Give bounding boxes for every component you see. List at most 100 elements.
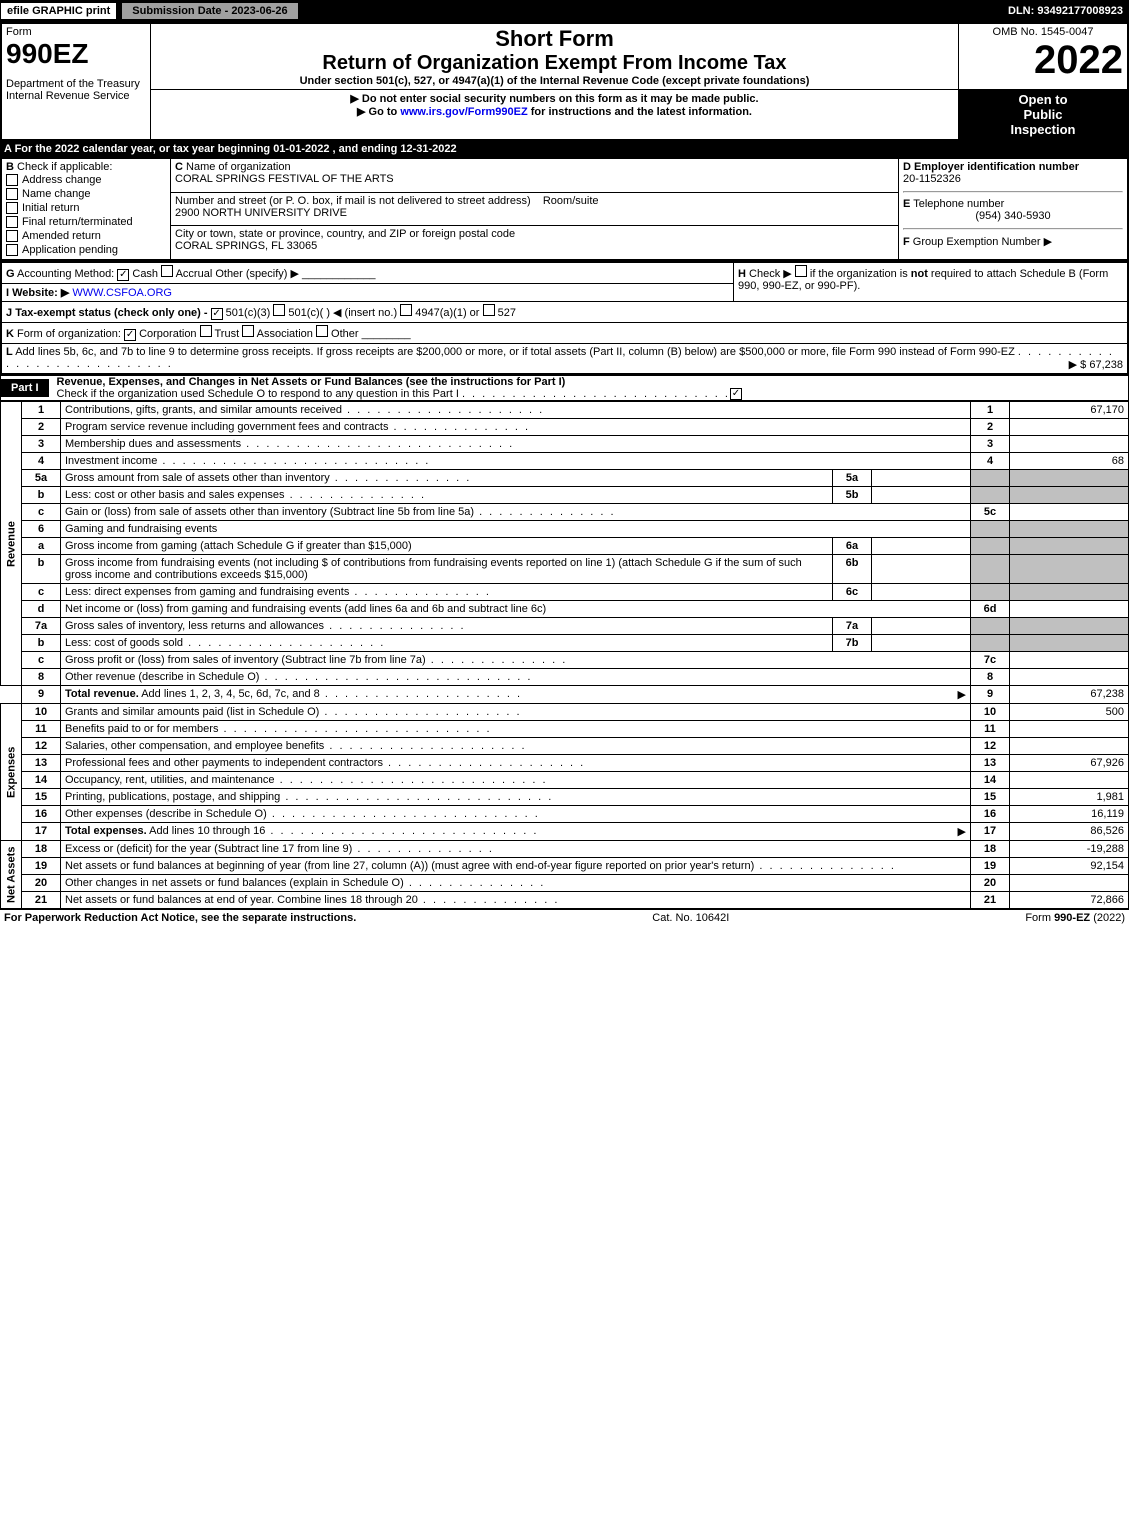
section-l-label: L <box>6 346 13 358</box>
line-6d-val <box>1010 601 1129 618</box>
goto-link[interactable]: ▶ Go to www.irs.gov/Form990EZ for instru… <box>155 105 954 118</box>
line-5a-gray2 <box>1010 470 1129 487</box>
line-20-val <box>1010 875 1129 892</box>
footer: For Paperwork Reduction Act Notice, see … <box>0 909 1129 926</box>
line-15-val: 1,981 <box>1010 789 1129 806</box>
dln-label: DLN: 93492177008923 <box>1008 5 1129 17</box>
cb-association[interactable] <box>242 325 254 337</box>
line-17-num: 17 <box>22 823 61 841</box>
cb-name-change[interactable]: Name change <box>6 187 166 201</box>
line-1-rn: 1 <box>971 402 1010 419</box>
line-5a-gray <box>971 470 1010 487</box>
form-number: 990EZ <box>6 38 146 70</box>
line-9-num: 9 <box>22 686 61 704</box>
line-10-val: 500 <box>1010 704 1129 721</box>
line-6b-num: b <box>22 555 61 584</box>
line-6c-sv <box>872 584 971 601</box>
top-bar: efile GRAPHIC print Submission Date - 20… <box>0 0 1129 22</box>
cb-cash[interactable] <box>117 269 129 281</box>
meta-block: G Accounting Method: Cash Accrual Other … <box>0 261 1129 375</box>
section-a: A For the 2022 calendar year, or tax yea… <box>0 141 1129 157</box>
submission-date: Submission Date - 2023-06-26 <box>121 2 298 20</box>
line-5c-desc: Gain or (loss) from sale of assets other… <box>65 506 474 518</box>
line-17-desc: Total expenses. <box>65 825 147 837</box>
line-6c-sn: 6c <box>833 584 872 601</box>
line-6c-gray2 <box>1010 584 1129 601</box>
cb-accrual[interactable] <box>161 265 173 277</box>
line-5c-rn: 5c <box>971 504 1010 521</box>
line-14-val <box>1010 772 1129 789</box>
line-5c-val <box>1010 504 1129 521</box>
expenses-label: Expenses <box>1 704 22 841</box>
line-6-gray2 <box>1010 521 1129 538</box>
line-15-num: 15 <box>22 789 61 806</box>
line-8-desc: Other revenue (describe in Schedule O) <box>65 671 259 683</box>
line-1-val: 67,170 <box>1010 402 1129 419</box>
section-d-label: D <box>903 161 911 173</box>
line-14-desc: Occupancy, rent, utilities, and maintena… <box>65 774 275 786</box>
cb-corporation[interactable] <box>124 329 136 341</box>
irs-link[interactable]: www.irs.gov/Form990EZ <box>400 106 527 118</box>
line-11-desc: Benefits paid to or for members <box>65 723 218 735</box>
line-20-desc: Other changes in net assets or fund bala… <box>65 877 404 889</box>
cb-schedule-b[interactable] <box>795 265 807 277</box>
part1-label: Part I <box>1 379 49 397</box>
cb-application-pending[interactable]: Application pending <box>6 243 166 257</box>
line-10-rn: 10 <box>971 704 1010 721</box>
line-15-rn: 15 <box>971 789 1010 806</box>
website-link[interactable]: WWW.CSFOA.ORG <box>72 287 172 299</box>
line-8-num: 8 <box>22 669 61 686</box>
cb-501c[interactable] <box>273 304 285 316</box>
cb-amended-return[interactable]: Amended return <box>6 229 166 243</box>
line-15-desc: Printing, publications, postage, and shi… <box>65 791 280 803</box>
line-5a-desc: Gross amount from sale of assets other t… <box>65 472 330 484</box>
footer-right: Form 990-EZ (2022) <box>1025 912 1125 924</box>
ssn-warning: ▶ Do not enter social security numbers o… <box>155 92 954 105</box>
footer-left: For Paperwork Reduction Act Notice, see … <box>4 912 356 924</box>
line-6c-desc: Less: direct expenses from gaming and fu… <box>65 586 349 598</box>
line-6b-gray <box>971 555 1010 584</box>
street-label: Number and street (or P. O. box, if mail… <box>175 195 531 207</box>
cb-527[interactable] <box>483 304 495 316</box>
gross-receipts-text: Add lines 5b, 6c, and 7b to line 9 to de… <box>15 346 1015 358</box>
cb-final-return[interactable]: Final return/terminated <box>6 215 166 229</box>
line-16-rn: 16 <box>971 806 1010 823</box>
line-6a-sn: 6a <box>833 538 872 555</box>
cb-4947[interactable] <box>400 304 412 316</box>
short-form-title: Short Form <box>155 26 954 52</box>
open-line2: Public <box>963 107 1123 122</box>
tel-label: Telephone number <box>913 198 1004 210</box>
cb-trust[interactable] <box>200 325 212 337</box>
line-6-gray <box>971 521 1010 538</box>
line-5a-num: 5a <box>22 470 61 487</box>
form-word: Form <box>6 26 146 38</box>
line-21-num: 21 <box>22 892 61 909</box>
part1-header: Part I Revenue, Expenses, and Changes in… <box>0 375 1129 401</box>
line-16-desc: Other expenses (describe in Schedule O) <box>65 808 267 820</box>
cb-501c3[interactable] <box>211 308 223 320</box>
line-7a-gray <box>971 618 1010 635</box>
cb-other-org[interactable] <box>316 325 328 337</box>
efile-label[interactable]: efile GRAPHIC print <box>0 2 117 20</box>
city-value: CORAL SPRINGS, FL 33065 <box>175 240 317 252</box>
line-7b-gray <box>971 635 1010 652</box>
line-14-rn: 14 <box>971 772 1010 789</box>
line-5b-sv <box>872 487 971 504</box>
tel-value: (954) 340-5930 <box>903 210 1123 222</box>
line-6d-num: d <box>22 601 61 618</box>
tax-year: 2022 <box>963 38 1123 83</box>
line-5b-num: b <box>22 487 61 504</box>
cb-initial-return[interactable]: Initial return <box>6 201 166 215</box>
line-7c-rn: 7c <box>971 652 1010 669</box>
cb-schedule-o[interactable] <box>730 388 742 400</box>
name-label: Name of organization <box>186 161 291 173</box>
revenue-label: Revenue <box>1 402 22 686</box>
line-16-val: 16,119 <box>1010 806 1129 823</box>
open-line1: Open to <box>963 92 1123 107</box>
line-6a-desc: Gross income from gaming (attach Schedul… <box>65 540 412 552</box>
line-2-val <box>1010 419 1129 436</box>
line-6b-sn: 6b <box>833 555 872 584</box>
cb-address-change[interactable]: Address change <box>6 173 166 187</box>
dept-irs: Internal Revenue Service <box>6 90 146 102</box>
line-17-val: 86,526 <box>1010 823 1129 841</box>
